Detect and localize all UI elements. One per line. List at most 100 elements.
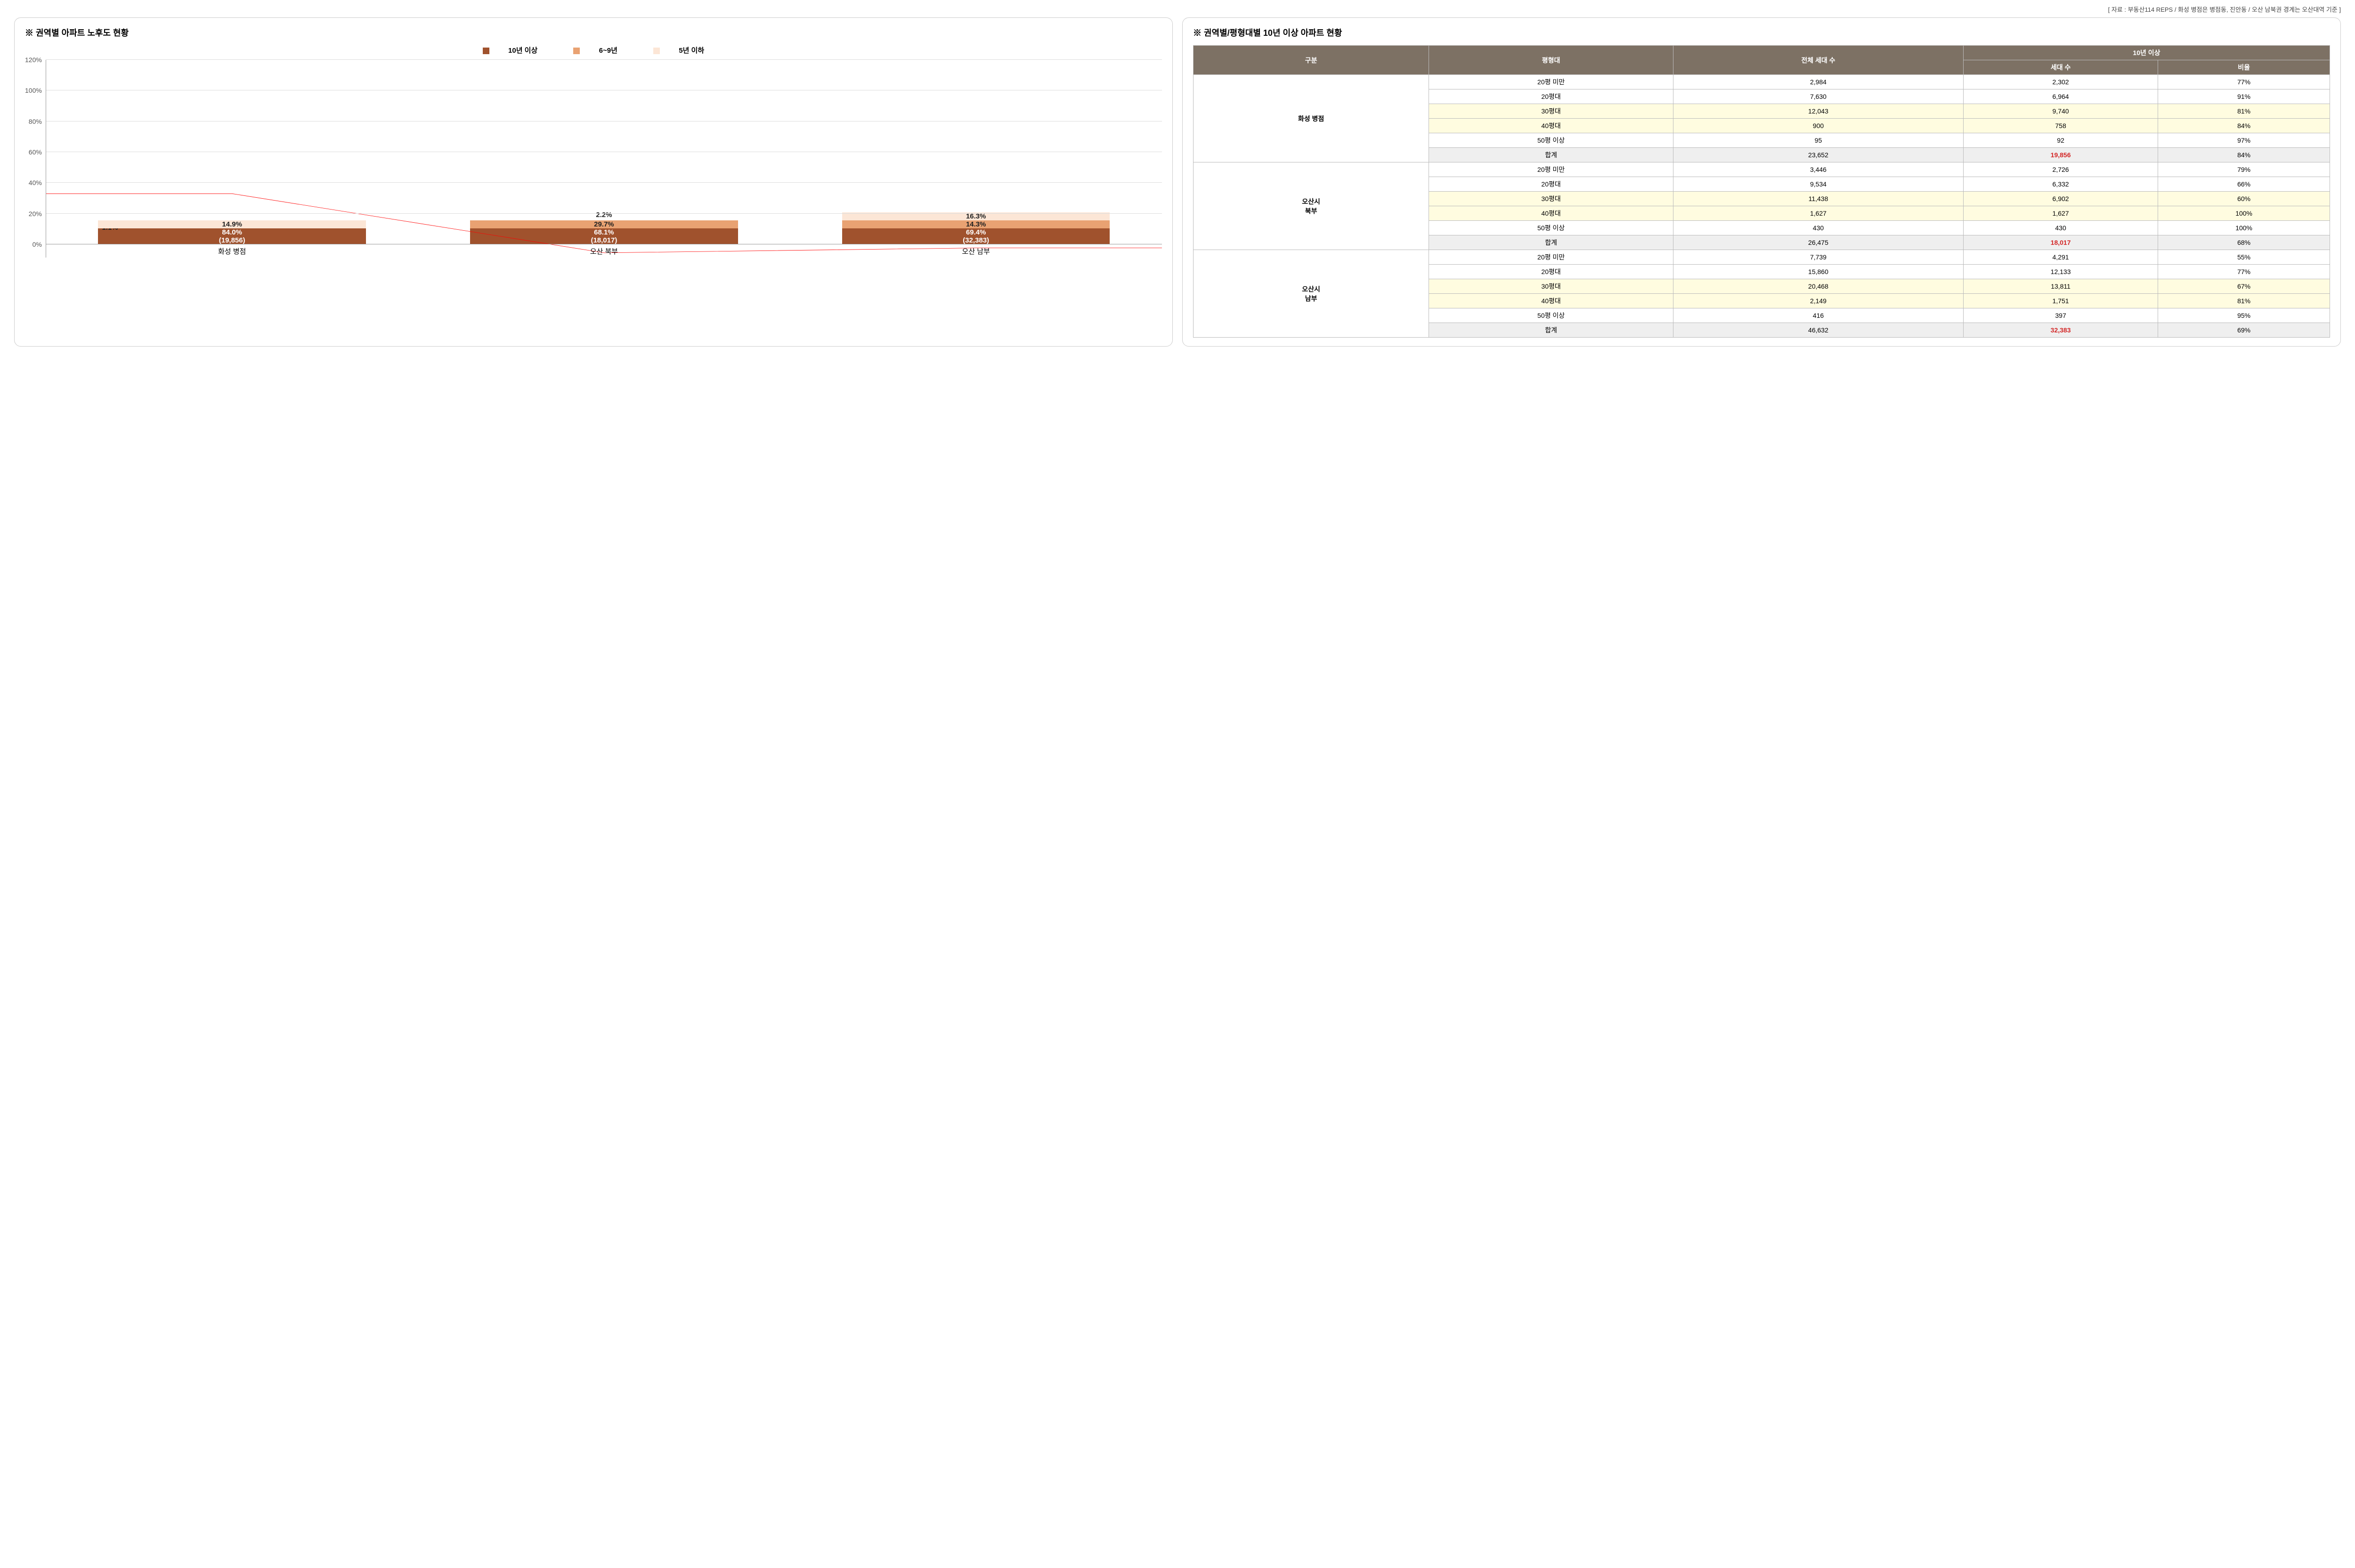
cell-size: 30평대 [1429,104,1673,119]
cell-total: 2,984 [1673,75,1963,89]
cell-total: 2,149 [1673,294,1963,308]
cell-pct: 60% [2158,192,2330,206]
cell-total: 12,043 [1673,104,1963,119]
cell-cnt: 6,964 [1963,89,2158,104]
table-head: 구분 평형대 전체 세대 수 10년 이상 세대 수 비율 [1194,46,2330,75]
x-tick-label: 오산 북부 [590,246,618,256]
bar-mid-label: 14.3% [966,220,986,228]
cell-pct: 68% [2158,235,2330,250]
cell-total: 7,630 [1673,89,1963,104]
bar-column: 69.4%(32,383)14.3%16.3% [842,212,1110,244]
cell-cnt: 430 [1963,221,2158,235]
legend-label: 10년 이상 [508,47,537,55]
cell-pct: 91% [2158,89,2330,104]
cell-cnt: 13,811 [1963,279,2158,294]
cell-cnt: 18,017 [1963,235,2158,250]
cell-cnt: 92 [1963,133,2158,148]
swatch-over10 [483,48,489,54]
cell-total: 3,446 [1673,162,1963,177]
cell-total: 1,627 [1673,206,1963,221]
cell-size: 20평 미만 [1429,162,1673,177]
bar-top-label: 2.2% [596,211,612,219]
cell-pct: 100% [2158,221,2330,235]
cell-pct: 84% [2158,119,2330,133]
cell-size: 40평대 [1429,294,1673,308]
y-axis: 120%100%80%60%40%20%0% [25,60,46,258]
bar-column: 84.0%(19,856)1.1%14.9% [98,220,366,244]
gridline [46,59,1162,60]
cell-size: 20평 미만 [1429,250,1673,265]
cell-cnt: 9,740 [1963,104,2158,119]
cell-total: 900 [1673,119,1963,133]
table-row: 오산시 북부20평 미만3,4462,72679% [1194,162,2330,177]
th-over10-group: 10년 이상 [1963,46,2330,60]
cell-total: 7,739 [1673,250,1963,265]
bar-mid-label: 29.7% [594,220,614,228]
cell-size: 20평대 [1429,265,1673,279]
cell-size: 20평대 [1429,177,1673,192]
cell-pct: 77% [2158,265,2330,279]
swatch-under5 [653,48,660,54]
legend-label: 5년 이하 [679,47,704,55]
cell-cnt: 6,902 [1963,192,2158,206]
cell-cnt: 2,726 [1963,162,2158,177]
x-tick-label: 화성 병점 [218,246,246,256]
gridline [46,182,1162,183]
bar-pct-label: 68.1% [594,228,614,236]
legend-item-over10: 10년 이상 [474,47,548,55]
panels-row: ※ 권역별 아파트 노후도 현황 10년 이상 6~9년 5년 이하 120%1… [14,17,2341,347]
table-row: 화성 병점20평 미만2,9842,30277% [1194,75,2330,89]
group-cell: 오산시 북부 [1194,162,1429,250]
cell-total: 430 [1673,221,1963,235]
cell-size: 50평 이상 [1429,133,1673,148]
group-cell: 오산시 남부 [1194,250,1429,338]
cell-total: 46,632 [1673,323,1963,338]
cell-cnt: 4,291 [1963,250,2158,265]
bar-seg-under5: 14.9% [98,220,366,228]
plot-area: 84.0%(19,856)1.1%14.9%68.1%(18,017)29.7%… [46,60,1162,258]
cell-size: 40평대 [1429,119,1673,133]
cell-size: 30평대 [1429,192,1673,206]
cell-total: 95 [1673,133,1963,148]
cell-pct: 77% [2158,75,2330,89]
bar-top-label: 14.9% [222,220,242,228]
cell-total: 20,468 [1673,279,1963,294]
cell-pct: 55% [2158,250,2330,265]
cell-pct: 67% [2158,279,2330,294]
cell-pct: 97% [2158,133,2330,148]
bar-column: 68.1%(18,017)29.7%2.2% [470,220,738,244]
table-body: 화성 병점20평 미만2,9842,30277%20평대7,6306,96491… [1194,75,2330,338]
source-note: [ 자료 : 부동산114 REPS / 화성 병점은 병점동, 진안동 / 오… [14,5,2341,14]
bar-count-label: (18,017) [591,236,617,244]
cell-total: 23,652 [1673,148,1963,162]
cell-pct: 81% [2158,104,2330,119]
cell-cnt: 32,383 [1963,323,2158,338]
cell-total: 11,438 [1673,192,1963,206]
th-pct: 비율 [2158,60,2330,75]
cell-total: 9,534 [1673,177,1963,192]
data-table: 구분 평형대 전체 세대 수 10년 이상 세대 수 비율 화성 병점20평 미… [1193,45,2330,338]
bars-container: 84.0%(19,856)1.1%14.9%68.1%(18,017)29.7%… [46,60,1162,244]
cell-pct: 69% [2158,323,2330,338]
cell-size: 합계 [1429,235,1673,250]
gridline [46,213,1162,214]
cell-size: 합계 [1429,148,1673,162]
cell-pct: 84% [2158,148,2330,162]
cell-size: 합계 [1429,323,1673,338]
table-panel: ※ 권역별/평형대별 10년 이상 아파트 현황 구분 평형대 전체 세대 수 … [1182,17,2341,347]
chart-title: ※ 권역별 아파트 노후도 현황 [25,26,1162,39]
bar-pct-label: 69.4% [966,228,986,236]
th-count: 세대 수 [1963,60,2158,75]
th-total: 전체 세대 수 [1673,46,1963,75]
cell-cnt: 2,302 [1963,75,2158,89]
cell-pct: 100% [2158,206,2330,221]
group-cell: 화성 병점 [1194,75,1429,162]
x-tick-label: 오산 남부 [962,246,990,256]
cell-size: 50평 이상 [1429,221,1673,235]
bar-seg-over10: 68.1%(18,017) [470,228,738,244]
cell-size: 30평대 [1429,279,1673,294]
cell-pct: 79% [2158,162,2330,177]
legend-label: 6~9년 [599,47,617,55]
bar-count-label: (19,856) [219,236,245,244]
cell-total: 15,860 [1673,265,1963,279]
